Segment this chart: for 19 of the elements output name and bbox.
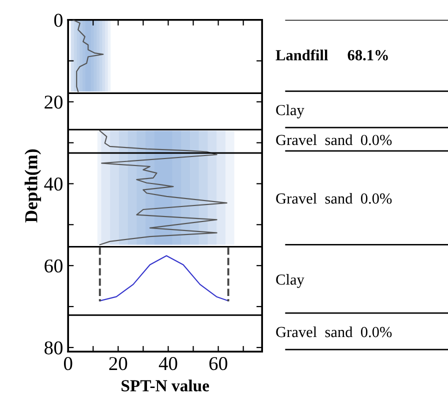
y-tick-label: 20: [44, 96, 62, 109]
text: Gravel sand 0.0%: [276, 192, 392, 204]
text: Gravel sand 0.0%: [276, 326, 392, 338]
x-tick-label: 0: [64, 357, 72, 370]
y-tick-label: 40: [44, 178, 62, 191]
line-series: [99, 255, 229, 302]
text: Clay: [276, 274, 304, 288]
y-tick-label: 60: [44, 259, 62, 273]
y-axis-title: Depth(m): [24, 149, 42, 223]
text: Gravel sand 0.0%: [276, 134, 392, 146]
x-tick-label: 20: [109, 357, 128, 370]
y-tick-label: 0: [54, 14, 62, 27]
text: Clay: [276, 104, 304, 118]
y-tick-label: 80: [44, 341, 62, 354]
x-axis-title: SPT-N value: [122, 380, 210, 392]
x-tick-label: 60: [209, 357, 228, 370]
text: Landfill 68.1%: [276, 49, 388, 60]
line-series: [72, 20, 104, 92]
x-tick-label: 40: [158, 357, 178, 370]
